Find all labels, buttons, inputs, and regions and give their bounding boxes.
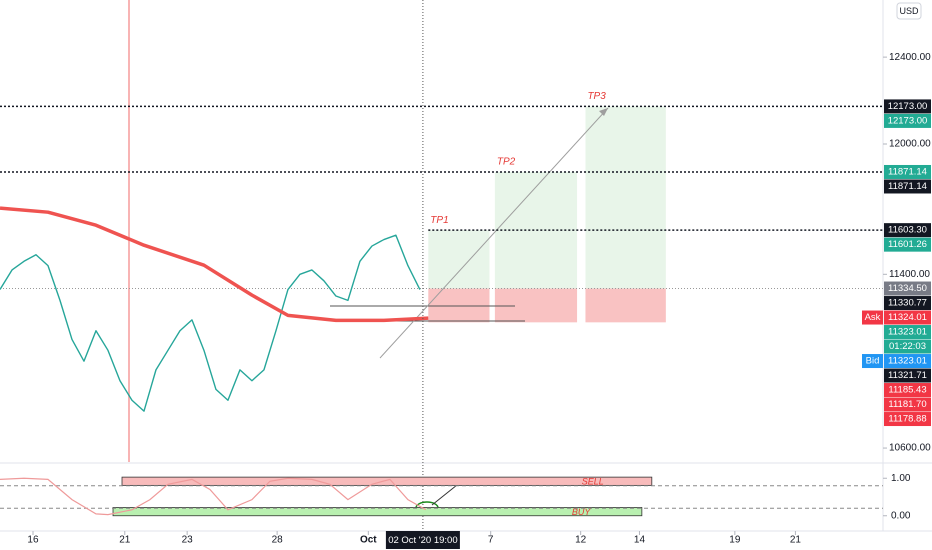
price-label: 11330.77 [888,298,927,309]
x-tick-label: 21 [790,535,802,546]
arrow-head [599,108,608,116]
osc-zone-label: BUY [572,507,592,517]
currency: USD [899,6,919,16]
price-label-box [884,179,931,194]
price-label-prefix-box [862,310,883,325]
price-label-box [884,368,931,383]
price-label: 01:22:03 [889,341,926,352]
price-label: 12173.00 [888,115,928,126]
osc-zone-label: SELL [582,477,604,487]
price-label-prefix: Bid [866,356,880,367]
y-tick-label: 11400.00 [889,269,930,280]
price-line [0,234,421,412]
price-label-box [884,237,931,252]
price-label: 11178.88 [888,414,926,425]
target-zone [585,106,666,289]
osc-tick-label: 1.00 [891,473,911,484]
price-label-box [884,99,931,114]
price-label-box [884,412,931,427]
price-label: 11871.14 [888,181,927,192]
price-label-box [884,354,931,369]
y-tick-label: 12000.00 [889,139,931,150]
price-label-box [884,223,931,238]
osc-tick-label: 0.00 [891,510,911,521]
price-label-box [884,383,931,398]
price-line [0,206,429,323]
price-label-box [884,113,931,128]
x-tick-label: 12 [575,535,587,546]
price-label: 11323.01 [888,327,927,338]
price-label-box [884,339,931,354]
x-tick-label: 7 [488,535,494,546]
price-label: 11603.30 [888,225,927,236]
osc-zone [112,507,643,517]
target-zone [428,230,490,289]
price-label-box [884,397,931,412]
target-label: TP3 [587,91,606,102]
target-label: TP2 [497,157,516,168]
price-label-box [884,325,931,340]
x-tick-label: 28 [272,535,284,546]
price-label-box [884,281,931,296]
stop-zone [494,288,578,323]
x-tick-label: 19 [729,535,741,546]
price-label: 11323.01 [888,356,927,367]
price-label: 11321.71 [888,370,927,381]
crosshair-box [385,531,460,549]
price-label-prefix: Ask [865,312,881,323]
crosshair-label: 02 Oct '20 19:00 [388,535,457,546]
y-tick-label: 12400.00 [889,52,931,63]
price-label: 11324.01 [888,312,927,323]
x-tick-label: 14 [634,535,646,546]
target-label: TP1 [430,215,448,226]
y-tick-label: 10600.00 [889,443,931,454]
x-tick-label: 23 [182,535,194,546]
price-label-box [884,164,931,179]
price-label: 11181.70 [888,399,926,410]
trend-arrow [379,107,609,359]
x-tick-label: Oct [360,535,377,546]
price-label-box [884,310,931,325]
currency-badge[interactable] [896,2,922,20]
price-label: 11334.50 [888,283,927,294]
x-tick-label: 16 [27,535,39,546]
price-label: 11185.43 [888,385,926,396]
price-label-box [884,296,931,311]
price-label: 11871.14 [888,166,927,177]
price-label: 11601.26 [888,239,927,250]
price-label: 12173.00 [888,101,928,112]
price-label-prefix-box [862,354,883,369]
stop-zone [428,288,490,323]
x-tick-label: 21 [119,535,131,546]
oscillator-line [0,477,427,516]
stop-zone [585,288,666,323]
